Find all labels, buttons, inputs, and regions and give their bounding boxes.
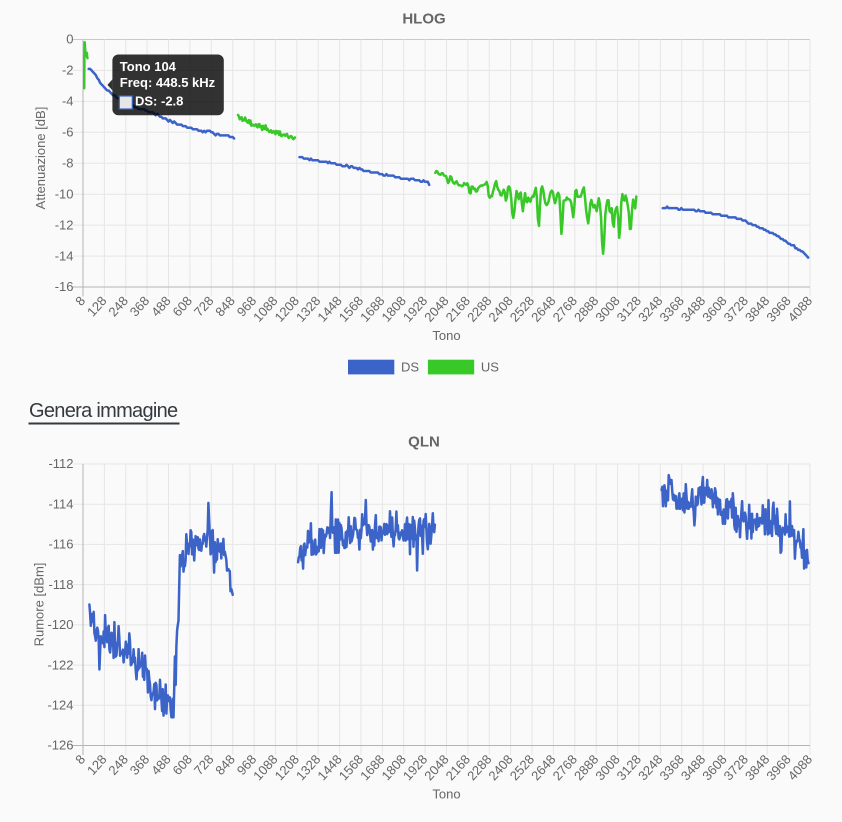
svg-text:Genera immagine: Genera immagine — [29, 400, 178, 422]
svg-text:-16: -16 — [55, 279, 74, 294]
svg-text:DS: -2.8: DS: -2.8 — [135, 94, 183, 109]
svg-text:Attenuazione [dB]: Attenuazione [dB] — [33, 107, 48, 210]
svg-text:Tono: Tono — [432, 787, 460, 802]
svg-text:-14: -14 — [55, 248, 74, 263]
svg-text:-114: -114 — [48, 496, 73, 511]
svg-text:-10: -10 — [55, 186, 74, 201]
svg-text:-126: -126 — [47, 738, 73, 753]
svg-text:0: 0 — [66, 32, 73, 47]
svg-text:-120: -120 — [47, 617, 73, 632]
svg-text:DS: DS — [401, 360, 419, 375]
svg-text:Tono 104: Tono 104 — [120, 59, 177, 74]
svg-text:-12: -12 — [55, 217, 74, 232]
svg-text:Rumore [dBm]: Rumore [dBm] — [32, 563, 47, 647]
svg-text:-8: -8 — [62, 155, 74, 170]
svg-text:-124: -124 — [47, 698, 73, 713]
svg-text:QLN: QLN — [408, 434, 440, 451]
svg-text:-2: -2 — [62, 63, 74, 78]
svg-text:Tono: Tono — [432, 328, 460, 343]
svg-text:-4: -4 — [62, 94, 74, 109]
svg-text:HLOG: HLOG — [402, 11, 445, 28]
svg-text:-116: -116 — [48, 537, 73, 552]
svg-text:-118: -118 — [48, 577, 73, 592]
svg-text:-122: -122 — [47, 657, 73, 672]
svg-text:-6: -6 — [62, 125, 74, 140]
svg-text:Freq: 448.5 kHz: Freq: 448.5 kHz — [120, 75, 216, 90]
svg-text:US: US — [481, 360, 499, 375]
svg-text:-112: -112 — [48, 456, 73, 471]
